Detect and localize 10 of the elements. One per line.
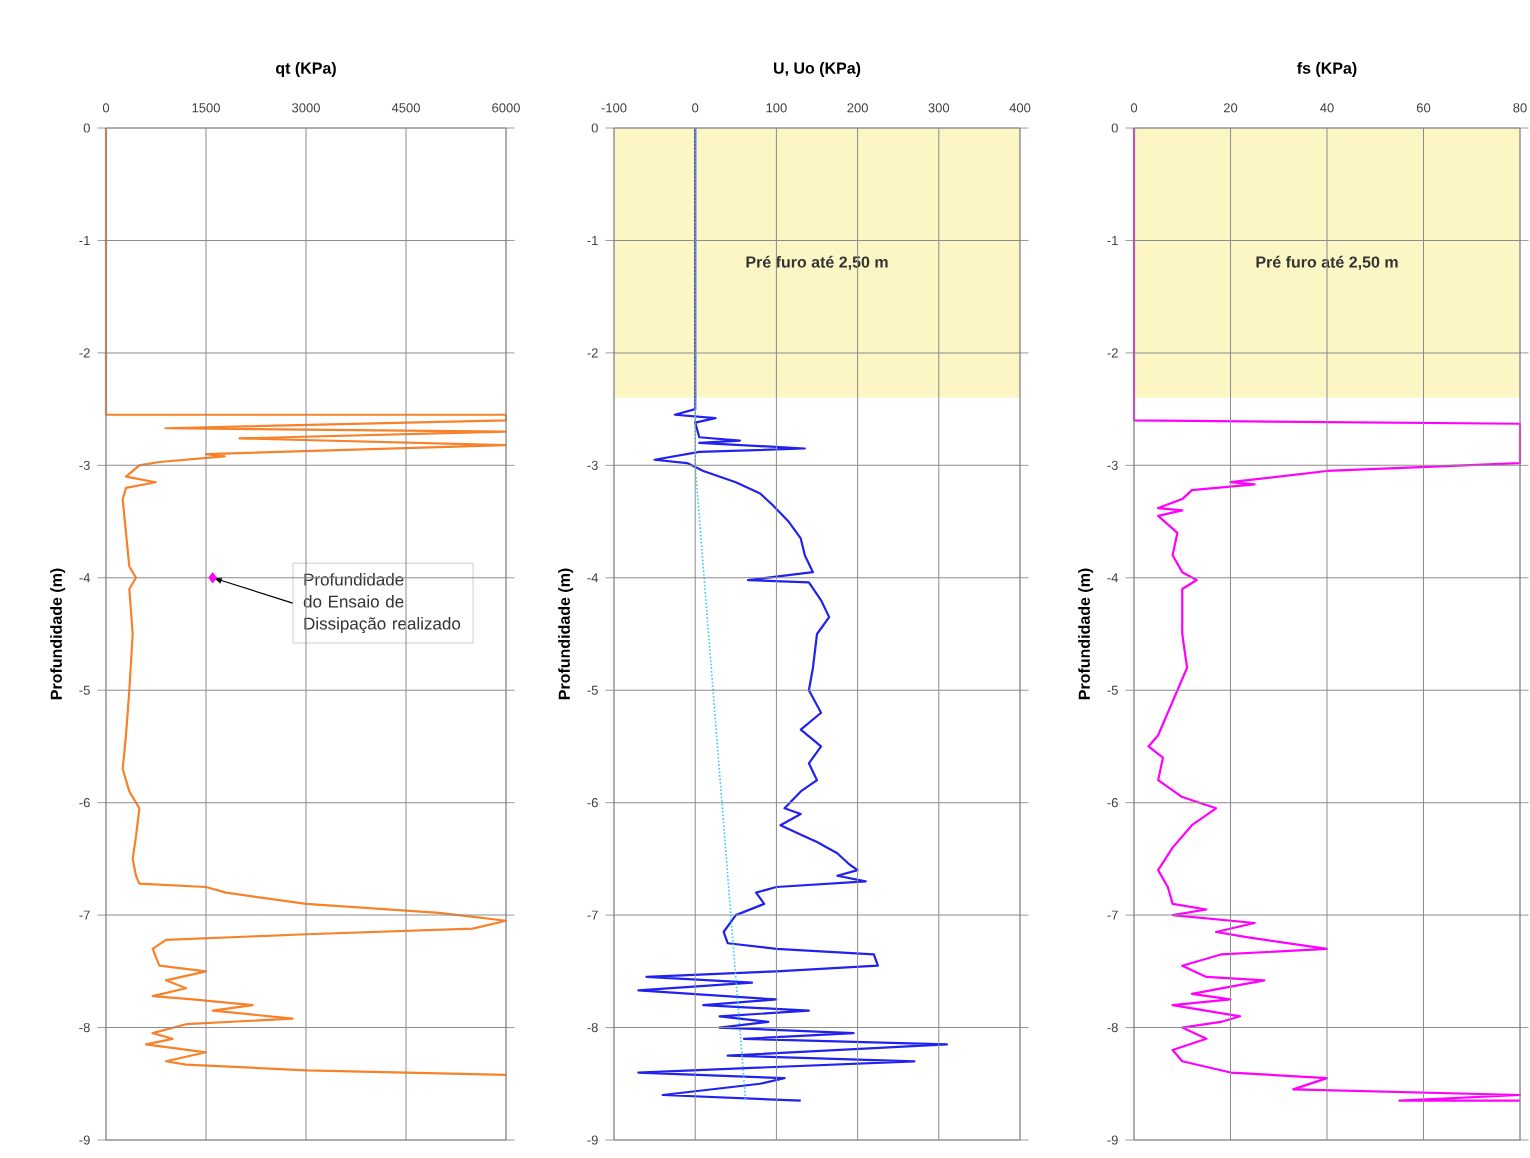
annotation: Profundidade do Ensaio de Dissipação realizado [303,573,461,634]
y-axis-title: Profundidade (m) [1078,568,1094,700]
chart-title: fs (KPa) [1297,62,1357,77]
band-label: Pré furo até 2,50 m [746,255,888,271]
y-axis-title: Profundidade (m) [558,568,574,700]
line-series [637,126,949,1102]
chart-title: U, Uo (KPa) [773,62,861,77]
band-label: Pré furo até 2,50 m [1256,255,1398,271]
chart-title: qt (KPa) [276,62,336,77]
y-axis-title: Profundidade (m) [50,568,66,700]
